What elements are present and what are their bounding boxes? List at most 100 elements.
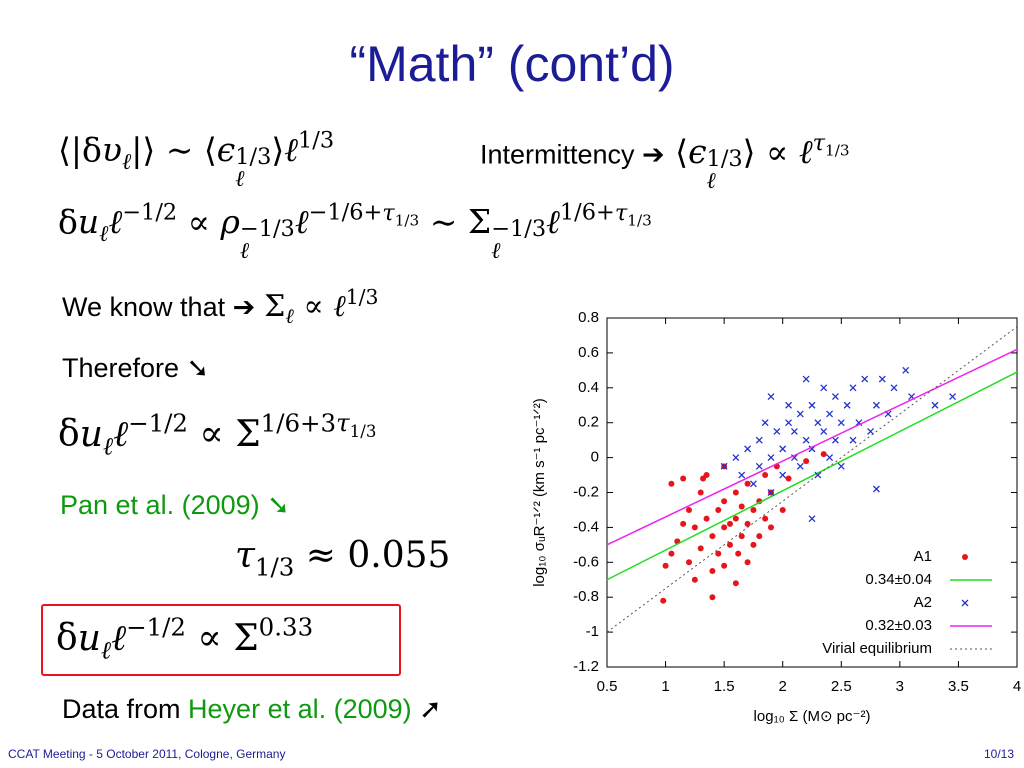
point (826, 410, 834, 418)
point (796, 410, 804, 418)
y-tick-label: 0.2 (578, 414, 599, 431)
point (700, 475, 707, 482)
subscript: ℓ (707, 170, 743, 192)
data-source: Data from Heyer et al. (2009) ➚ (62, 694, 442, 725)
math-text: ϵ (688, 132, 707, 172)
legend-label: A1 (914, 548, 932, 565)
y-tick-label: -1 (586, 623, 599, 640)
point (843, 401, 851, 409)
point (796, 462, 804, 470)
point (785, 475, 792, 482)
point (849, 436, 857, 444)
superscript: 1/6+τ1/3 (560, 200, 652, 229)
point (755, 436, 763, 444)
math-text: 1/3 (254, 552, 295, 582)
math-text: ∼ (419, 202, 468, 242)
reference: Heyer et al. (2009) (188, 694, 412, 724)
equation: δuℓℓ−1/2 ∝ Σ1/6+3τ1/3 (58, 408, 376, 461)
math-text: Σ (233, 617, 259, 659)
superscript: 1/6+3τ1/3 (261, 408, 377, 441)
superscript: 1/3 (298, 128, 334, 154)
point (803, 458, 810, 465)
y-axis-label: log₁₀ σᵤR⁻¹ᐟ² (km s⁻¹ pc⁻¹ᐟ²) (531, 398, 548, 587)
subscript: ℓ (285, 304, 294, 328)
math-text: δ (56, 617, 78, 659)
script-stack: 1/3 ℓ (235, 143, 272, 191)
point (785, 401, 793, 409)
point (744, 520, 751, 527)
math-group: ℓ1/3 (284, 128, 334, 169)
point (831, 393, 839, 400)
equation: ⟨|δυℓ|⟩ ∼ ⟨ϵ 1/3 ℓ ⟩ℓ1/3 (58, 128, 334, 191)
math-text: ℓ (285, 304, 294, 329)
point (872, 485, 880, 493)
point (749, 480, 757, 488)
equation: Σℓ ∝ ℓ1/3 (264, 285, 378, 328)
x-axis-label: log₁₀ Σ (M⊙ pc⁻²) (754, 708, 871, 725)
chart: -1.2 -1 -0.8 -0.6 -0.4 -0.2 0 0.2 0.4 0.6 0.8 0.5 1 1… (531, 309, 1021, 725)
y-tick-label: -1.2 (573, 658, 599, 675)
math-text: |⟩ ∼ ⟨ (131, 130, 217, 170)
math-text: ℓ (294, 202, 309, 242)
point (709, 568, 716, 575)
point (867, 427, 875, 435)
superscript: τ1/3 (813, 130, 850, 159)
y-tick-label: 0 (591, 449, 599, 466)
point (820, 384, 828, 392)
subscript: ℓ (103, 431, 113, 460)
y-tick-label: -0.6 (573, 553, 599, 570)
math-group: τ1/3 (382, 200, 420, 229)
point (744, 445, 752, 453)
subscript: ℓ (99, 221, 108, 247)
math-text: τ (336, 408, 350, 437)
point (715, 506, 722, 513)
superscript: 1/3 (346, 285, 379, 309)
math-group: ρ −1/3 ℓ (220, 202, 294, 262)
math-group: Σ0.33 (233, 612, 313, 659)
subscript: ℓ (235, 168, 271, 190)
point (732, 454, 740, 462)
math-group: ϵ 1/3 ℓ (217, 130, 272, 190)
math-text: Σ (467, 202, 492, 242)
superscript: −1/2 (128, 408, 188, 437)
subscript: 1/3 (627, 211, 652, 229)
math-text: 1/3 (627, 211, 652, 230)
point (680, 475, 687, 482)
math-text: τ (382, 200, 395, 226)
math-group: ℓ−1/2 (109, 200, 178, 241)
point (732, 580, 739, 587)
superscript: −1/2 (126, 612, 186, 641)
point (762, 472, 769, 479)
y-tick-label: 0.6 (578, 344, 599, 361)
math-text: u (79, 413, 103, 455)
legend-label: Virial equilibrium (822, 640, 932, 657)
math-text: −1/3 (491, 215, 547, 242)
math-text: 1/3 (235, 143, 272, 170)
subscript: 1/3 (395, 211, 420, 229)
point (738, 471, 746, 479)
script-stack: −1/3 ℓ (240, 217, 295, 263)
point (837, 462, 845, 470)
math-group: τ1/3 (615, 200, 652, 229)
point (727, 520, 733, 527)
equation: ⟨ϵ 1/3 ℓ ⟩ ∝ ℓτ1/3 (665, 130, 850, 192)
superscript: 0.33 (259, 612, 313, 641)
point (715, 550, 722, 557)
label: We know that ➔ (62, 292, 256, 323)
math-text: −1/2 (126, 612, 186, 641)
script-stack: −1/3 ℓ (491, 215, 547, 263)
point (802, 375, 810, 383)
equation: τ1/3 ≈ 0.055 (235, 535, 450, 582)
x-tick-label: 3.5 (948, 678, 969, 695)
point (761, 419, 769, 427)
point (750, 506, 757, 513)
subscript: 1/3 (825, 141, 850, 159)
math-text: Σ (235, 413, 261, 455)
math-text: ∝ (293, 289, 334, 325)
superscript: −1/2 (122, 200, 177, 226)
point (721, 524, 728, 531)
math-text: −1/2 (128, 408, 188, 437)
fit-line (606, 371, 1018, 581)
math-text: 1/3 (394, 211, 420, 230)
